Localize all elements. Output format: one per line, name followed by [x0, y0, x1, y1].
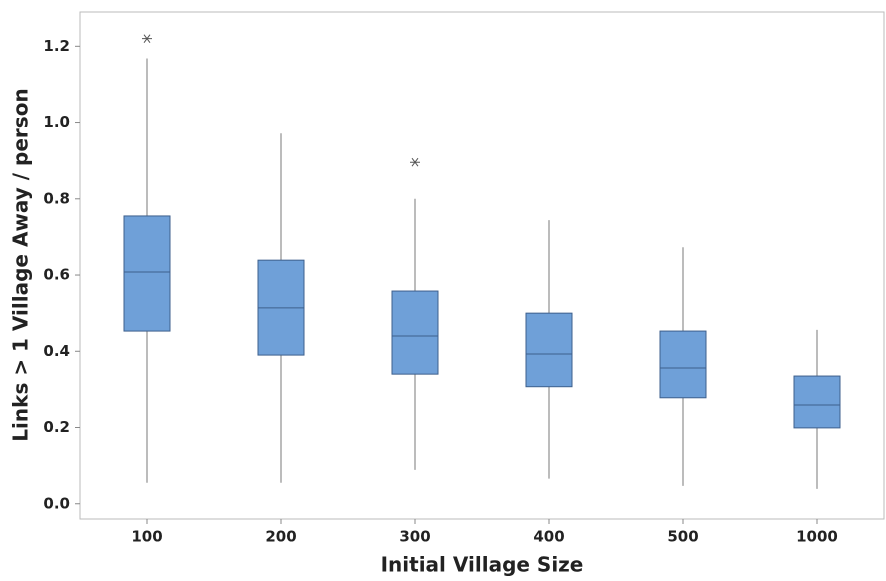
box — [793, 375, 841, 429]
plot-frame — [79, 11, 885, 520]
box — [123, 215, 171, 332]
x-tick-label: 400 — [533, 528, 564, 546]
x-tick-label: 300 — [399, 528, 430, 546]
x-axis-title: Initial Village Size — [381, 553, 584, 577]
y-tick-label: 1.2 — [43, 37, 70, 55]
y-tick-label: 1.0 — [43, 113, 70, 131]
x-tick-label: 500 — [667, 528, 698, 546]
y-tick-label: 0.6 — [43, 266, 70, 284]
y-tick-label: 0.2 — [43, 418, 70, 436]
box — [525, 312, 573, 388]
x-tick-label: 1000 — [796, 528, 838, 546]
y-tick-label: 0.4 — [43, 342, 70, 360]
box — [391, 290, 439, 375]
outlier — [410, 157, 420, 167]
y-tick-label: 0.8 — [43, 189, 70, 207]
outlier — [142, 34, 152, 43]
y-axis-title: Links > 1 Village Away / person — [9, 88, 33, 441]
y-tick-label: 0.0 — [43, 494, 70, 512]
x-tick-label: 100 — [131, 528, 162, 546]
box — [659, 330, 707, 399]
x-tick-label: 200 — [265, 528, 296, 546]
